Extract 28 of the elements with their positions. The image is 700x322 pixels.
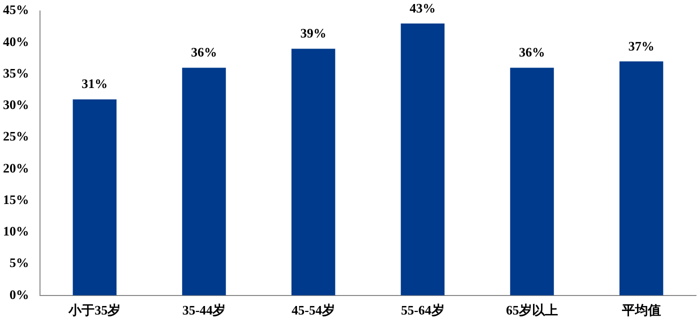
bar — [400, 23, 445, 296]
data-label: 43% — [410, 0, 436, 16]
y-tick-label: 45% — [3, 2, 29, 18]
y-tick-label: 20% — [3, 160, 29, 176]
y-tick-label: 15% — [3, 192, 29, 207]
y-tick-label: 10% — [3, 224, 29, 239]
x-tick-label: 55-64岁 — [400, 302, 444, 318]
x-tick-label: 65岁以上 — [506, 302, 558, 318]
bar — [72, 99, 117, 296]
data-label: 37% — [628, 38, 654, 54]
x-tick-label: 35-44岁 — [182, 302, 226, 318]
bar — [510, 68, 554, 296]
y-tick-label: 40% — [3, 34, 29, 49]
y-tick-label: 25% — [3, 128, 29, 144]
y-tick-label: 0% — [10, 286, 29, 302]
bar — [182, 68, 226, 296]
x-tick-label: 小于35岁 — [68, 302, 121, 318]
data-label: 36% — [519, 44, 545, 60]
bar — [291, 48, 336, 296]
y-tick-label: 30% — [3, 97, 29, 112]
bar — [619, 61, 664, 296]
data-label: 36% — [191, 44, 217, 60]
y-tick-label: 35% — [3, 65, 29, 80]
data-label: 39% — [300, 26, 326, 41]
data-label: 31% — [82, 76, 108, 92]
y-tick-label: 5% — [10, 255, 29, 270]
x-tick-label: 45-54岁 — [292, 302, 336, 318]
x-tick-label: 平均值 — [620, 302, 661, 318]
